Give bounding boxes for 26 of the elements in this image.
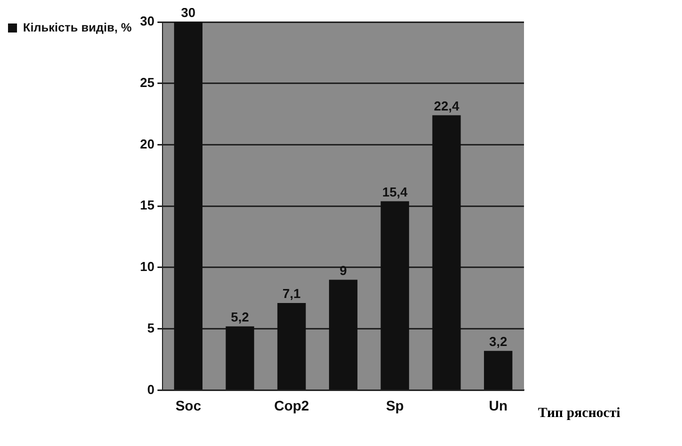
data-label: 3,2: [489, 334, 508, 350]
data-label: 30: [181, 5, 196, 20]
bar: [174, 22, 202, 390]
bar: [484, 350, 512, 390]
data-label: 22,4: [434, 98, 460, 114]
x-axis-title: Тип рясності: [538, 406, 620, 422]
y-tick-label: 20: [140, 136, 154, 152]
bar: [432, 115, 461, 390]
y-tick-label: 10: [140, 259, 154, 274]
bar: [380, 201, 410, 390]
x-tick-label: Un: [488, 397, 508, 414]
x-tick-label: Cop2: [274, 397, 310, 414]
y-tick-label: 5: [147, 320, 154, 336]
data-label: 7,1: [282, 286, 301, 302]
y-tick-label: 0: [147, 382, 154, 397]
y-tick-label: 25: [140, 74, 154, 90]
y-tick-label: 15: [140, 198, 154, 213]
data-label: 15,4: [382, 184, 408, 200]
x-tick-label: Soc: [175, 397, 202, 414]
x-tick-label: Sp: [386, 397, 404, 414]
y-tick-label: 30: [140, 14, 154, 29]
bar: [277, 303, 306, 390]
data-label: 5,2: [230, 309, 249, 324]
legend-label: Кількість видів, %: [23, 20, 132, 34]
bar: [329, 280, 358, 390]
bar: [226, 326, 254, 390]
